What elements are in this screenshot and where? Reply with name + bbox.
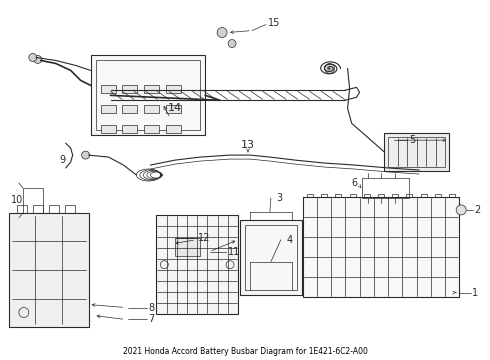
Text: 14: 14 <box>168 103 182 113</box>
Text: 9: 9 <box>60 155 66 165</box>
Bar <box>122 125 137 133</box>
Bar <box>362 178 409 198</box>
Text: 8: 8 <box>148 302 154 312</box>
Bar <box>145 105 159 113</box>
Bar <box>9 213 89 328</box>
Bar <box>145 85 159 93</box>
Bar <box>33 205 43 213</box>
Bar <box>166 105 181 113</box>
Bar <box>145 125 159 133</box>
Text: 5: 5 <box>409 135 416 145</box>
Bar <box>17 205 27 213</box>
Bar <box>65 205 74 213</box>
Bar <box>49 205 59 213</box>
Bar <box>100 85 116 93</box>
Bar <box>100 105 116 113</box>
Bar <box>23 188 43 213</box>
Text: 11: 11 <box>228 247 240 257</box>
Text: 3: 3 <box>277 193 283 203</box>
Bar <box>389 137 445 167</box>
Circle shape <box>456 205 466 215</box>
Bar <box>100 125 116 133</box>
Text: 13: 13 <box>241 140 255 150</box>
Bar <box>240 220 302 294</box>
Text: 4: 4 <box>287 235 293 245</box>
Text: 2: 2 <box>474 205 480 215</box>
Circle shape <box>82 151 90 159</box>
Bar <box>96 60 200 130</box>
Bar <box>156 215 238 315</box>
Text: 10: 10 <box>11 195 23 205</box>
Circle shape <box>34 55 42 63</box>
Text: 2021 Honda Accord Battery Busbar Diagram for 1E421-6C2-A00: 2021 Honda Accord Battery Busbar Diagram… <box>122 347 368 356</box>
Circle shape <box>29 54 37 62</box>
Bar <box>122 85 137 93</box>
Circle shape <box>228 40 236 48</box>
Bar <box>385 133 449 171</box>
Text: 12: 12 <box>198 233 211 243</box>
Text: 6: 6 <box>351 178 358 188</box>
Bar <box>166 85 181 93</box>
Circle shape <box>217 28 227 37</box>
Bar <box>166 125 181 133</box>
Bar <box>175 238 200 256</box>
Text: 1: 1 <box>472 288 478 298</box>
Bar <box>91 55 205 135</box>
Text: 7: 7 <box>148 314 155 324</box>
Text: 15: 15 <box>268 18 280 28</box>
Bar <box>245 225 297 289</box>
Circle shape <box>325 63 335 73</box>
Bar <box>303 197 459 297</box>
Bar <box>122 105 137 113</box>
